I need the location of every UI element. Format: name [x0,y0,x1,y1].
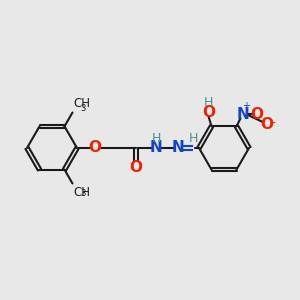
Text: O: O [202,105,215,120]
Text: H: H [188,133,198,146]
Text: 3: 3 [80,104,86,113]
Text: N: N [172,140,184,155]
Text: O: O [250,107,263,122]
Text: O: O [260,117,273,132]
Text: N: N [236,107,249,122]
Text: 3: 3 [80,188,86,197]
Text: H: H [151,131,161,145]
Text: O: O [88,140,101,155]
Text: -: - [270,117,275,131]
Text: N: N [150,140,162,155]
Text: CH: CH [74,185,91,199]
Text: CH: CH [74,98,91,110]
Text: +: + [242,101,250,111]
Text: O: O [130,160,142,175]
Text: H: H [204,96,213,109]
